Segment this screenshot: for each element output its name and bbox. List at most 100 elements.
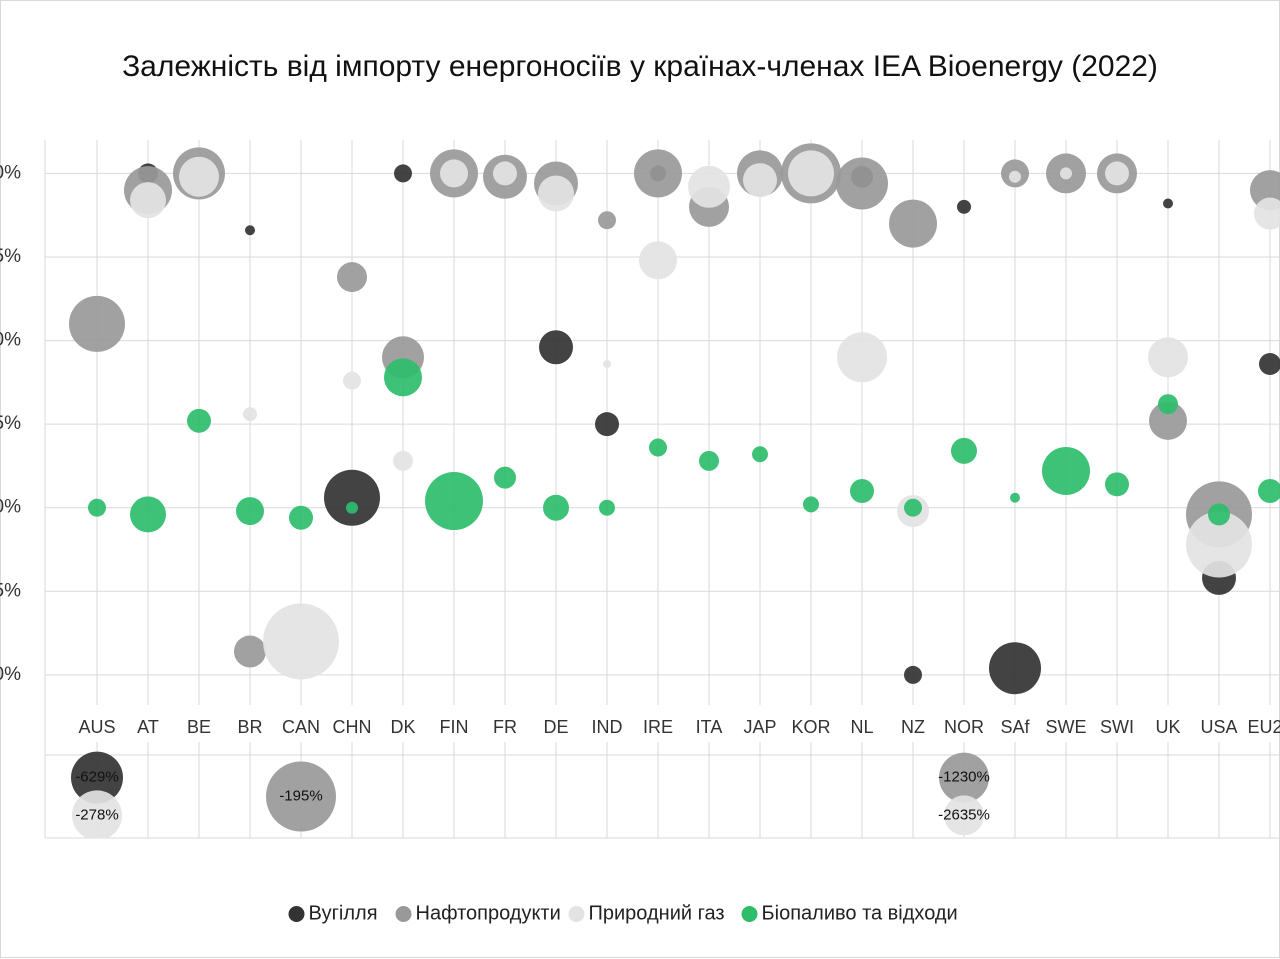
x-tick-label: EU27 (1247, 717, 1280, 737)
bubble (1258, 479, 1280, 504)
bubble (69, 295, 125, 352)
legend-marker (568, 906, 585, 922)
x-tick-label: DK (390, 717, 415, 737)
y-tick-label: -25% (0, 580, 21, 601)
bubble (1009, 170, 1021, 183)
legend-label: Природний газ (589, 902, 725, 924)
legend-marker (395, 906, 412, 922)
bubble (1163, 198, 1173, 209)
bubble (394, 164, 412, 183)
bubble (850, 479, 874, 504)
bubble (1208, 503, 1230, 526)
bubble (130, 182, 166, 219)
bubble (88, 498, 106, 517)
x-tick-label: NL (850, 717, 873, 737)
bubble (1148, 337, 1188, 378)
legend-marker (288, 906, 305, 922)
bubble (234, 635, 266, 668)
x-tick-label: AT (137, 717, 159, 737)
bubble (1259, 352, 1280, 375)
bubble (1149, 401, 1187, 440)
chart-title: Залежність від імпорту енергоносіїв у кр… (122, 50, 1158, 83)
bubble (904, 498, 922, 517)
bubble (243, 407, 257, 422)
bubble (699, 450, 719, 471)
bubble (1105, 161, 1129, 186)
x-tick-label: BR (237, 717, 262, 737)
bubble (634, 149, 682, 198)
bubble (493, 161, 517, 186)
bubble (752, 446, 768, 463)
x-tick-label: KOR (791, 717, 830, 737)
bubble (425, 472, 483, 531)
bubble (939, 752, 989, 803)
y-tick-label: 75% (0, 246, 21, 267)
bubble (1042, 446, 1090, 495)
x-tick-label: AUS (78, 717, 115, 737)
bubble (1158, 394, 1178, 415)
bubble (1010, 492, 1020, 503)
x-tick-label: FIN (440, 717, 469, 737)
bubble (72, 790, 122, 838)
bubble (598, 211, 616, 230)
bubble (236, 497, 264, 526)
bubble (599, 499, 615, 516)
bubble (889, 199, 937, 248)
bubble (688, 165, 730, 208)
x-tick-label: IRE (643, 717, 673, 737)
x-tick-label: UK (1155, 717, 1180, 737)
bubble (649, 438, 667, 457)
bubble (538, 175, 574, 212)
bubble (836, 157, 888, 210)
bubble (837, 332, 887, 383)
data-label: -2635% (938, 806, 990, 823)
x-tick-label: NOR (944, 717, 984, 737)
bubble (266, 761, 336, 832)
y-tick-label: 0% (0, 497, 21, 518)
x-tick-label: ITA (696, 717, 723, 737)
data-label: -1230% (938, 769, 990, 786)
x-tick-label: SWI (1100, 717, 1134, 737)
bubble (1254, 197, 1280, 230)
bubble (803, 496, 819, 513)
bubble (179, 156, 219, 197)
x-tick-label: BE (187, 717, 211, 737)
bubble (289, 505, 313, 530)
bubble (1060, 167, 1072, 180)
legend-marker (741, 906, 758, 922)
bubble (245, 225, 255, 236)
data-label: -629% (75, 769, 118, 786)
bubble (944, 795, 984, 836)
x-tick-label: IND (592, 717, 623, 737)
bubble (440, 159, 468, 188)
bubble (337, 262, 367, 293)
x-tick-label: SAf (1000, 717, 1030, 737)
bubble (71, 751, 123, 804)
y-tick-label: 25% (0, 413, 21, 434)
bubble (384, 358, 422, 397)
legend-label: Нафтопродукти (416, 902, 561, 924)
bubble (543, 494, 569, 521)
bubble (187, 408, 211, 433)
bubble (951, 437, 977, 464)
bubble (595, 412, 619, 437)
y-tick-label: 50% (0, 330, 21, 351)
bubble (639, 241, 677, 280)
bubble (393, 450, 413, 471)
bubble (788, 150, 834, 197)
legend-label: Біопаливо та відходи (762, 902, 958, 924)
bubble (130, 496, 166, 533)
x-tick-label: SWE (1045, 717, 1086, 737)
bubble (743, 163, 777, 198)
bubble (343, 371, 361, 390)
bubble (346, 501, 358, 514)
data-label: -278% (75, 806, 118, 823)
bubble (324, 469, 380, 526)
x-tick-label: JAP (743, 717, 776, 737)
y-tick-label: 100% (0, 162, 21, 183)
legend-label: Вугілля (309, 902, 378, 924)
bubble (957, 199, 971, 214)
bubble (1105, 472, 1129, 497)
bubble (539, 330, 573, 365)
bubble (494, 466, 516, 489)
